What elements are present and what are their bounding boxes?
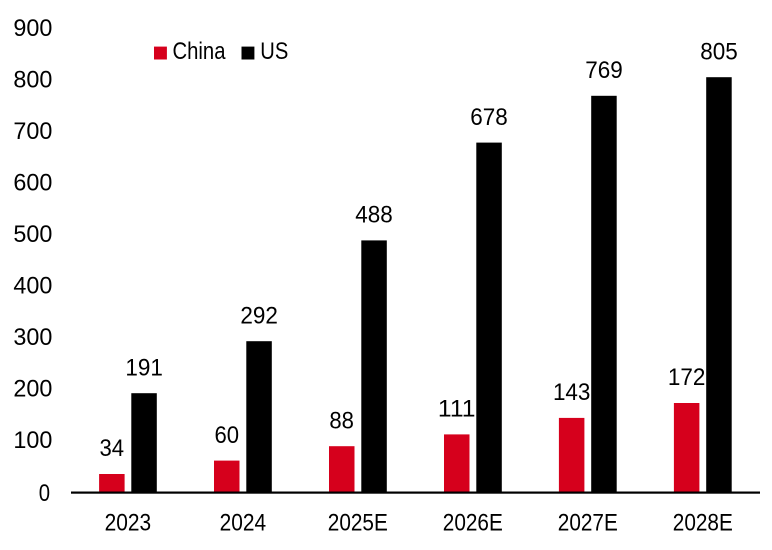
svg-text:200: 200 [13,375,52,402]
svg-text:2028E: 2028E [673,510,733,537]
svg-text:88: 88 [329,407,354,434]
svg-text:900: 900 [13,15,52,42]
svg-text:34: 34 [100,435,125,462]
svg-text:292: 292 [240,302,278,329]
svg-text:100: 100 [13,427,52,454]
svg-text:2026E: 2026E [443,510,503,537]
svg-text:111: 111 [438,396,476,423]
svg-text:172: 172 [668,364,706,391]
svg-text:2023: 2023 [105,510,152,537]
svg-text:800: 800 [13,67,52,94]
svg-text:805: 805 [700,38,738,65]
svg-text:2027E: 2027E [558,510,618,537]
svg-text:143: 143 [553,379,591,406]
svg-text:500: 500 [13,221,52,248]
svg-text:2025E: 2025E [328,510,388,537]
svg-text:678: 678 [470,104,508,131]
svg-text:0: 0 [39,480,50,507]
svg-text:191: 191 [125,354,163,381]
svg-text:400: 400 [13,273,52,300]
svg-text:600: 600 [13,170,52,197]
svg-text:2024: 2024 [220,510,267,537]
svg-text:700: 700 [13,118,52,145]
svg-text:769: 769 [585,57,623,84]
svg-text:US: US [260,38,288,65]
svg-text:China: China [173,38,227,65]
svg-text:60: 60 [215,422,240,449]
svg-text:300: 300 [13,324,52,351]
svg-text:488: 488 [355,202,393,229]
